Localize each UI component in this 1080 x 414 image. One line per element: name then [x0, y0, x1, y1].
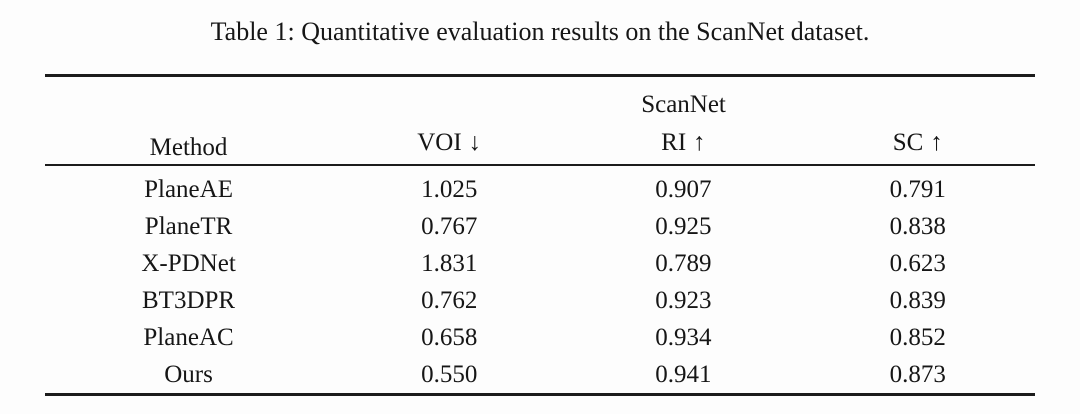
value-cell: 0.923 [655, 286, 712, 314]
value-cell: 0.838 [889, 212, 946, 240]
value-cell: 0.762 [421, 286, 478, 314]
method-cell: Ours [164, 360, 213, 388]
value-cell: 0.925 [655, 212, 712, 240]
value-cell: 0.852 [889, 323, 946, 351]
value-cell: 0.873 [889, 360, 946, 388]
value-cell: 0.934 [655, 323, 712, 351]
method-cell: PlaneAE [144, 175, 233, 203]
table-row: PlaneAC 0.658 0.934 0.852 [45, 319, 1035, 356]
up-arrow-icon: ↑ [930, 128, 943, 156]
method-cell: PlaneAC [143, 323, 234, 351]
table-row: BT3DPR 0.762 0.923 0.839 [45, 282, 1035, 319]
table-row: PlaneAE 1.025 0.907 0.791 [45, 165, 1035, 208]
table-caption: Table 1: Quantitative evaluation results… [210, 17, 870, 46]
up-arrow-icon: ↑ [693, 128, 706, 156]
value-cell: 0.907 [655, 175, 712, 203]
table-row: X-PDNet 1.831 0.789 0.623 [45, 245, 1035, 282]
method-cell: BT3DPR [142, 286, 236, 314]
column-label-ri: RI [661, 128, 687, 156]
value-cell: 0.658 [421, 323, 478, 351]
method-cell: PlaneTR [144, 212, 233, 240]
column-label-sc: SC [892, 128, 924, 156]
value-cell: 0.767 [421, 212, 478, 240]
method-cell: X-PDNet [141, 249, 236, 277]
value-cell: 0.941 [655, 360, 712, 388]
method-column-header: Method [45, 75, 333, 167]
value-cell: 1.831 [421, 249, 478, 277]
results-table: Method ScanNet VOI ↓ RI ↑ SC ↑ PlaneAE 1.025… [45, 74, 1035, 397]
header-group-row: Method ScanNet [45, 75, 1035, 167]
value-cell: 0.839 [889, 286, 946, 314]
column-header-voi: VOI ↓ [332, 121, 567, 167]
header-metric-row: VOI ↓ RI ↑ SC ↑ [45, 121, 1035, 167]
table-body: PlaneAE 1.025 0.907 0.791 PlaneTR 0.767 0.925 0… [45, 165, 1035, 395]
table-header: Method ScanNet VOI ↓ RI ↑ SC ↑ [45, 75, 1035, 167]
value-cell: 0.791 [889, 175, 946, 203]
value-cell: 0.550 [421, 360, 478, 388]
column-header-ri: RI ↑ [566, 121, 801, 167]
value-cell: 1.025 [421, 175, 478, 203]
column-header-sc: SC ↑ [800, 121, 1035, 167]
value-cell: 0.789 [655, 249, 712, 277]
value-cell: 0.623 [889, 249, 946, 277]
dataset-group-header: ScanNet [641, 91, 726, 119]
down-arrow-icon: ↓ [468, 128, 482, 156]
table-row: Ours 0.550 0.941 0.873 [45, 356, 1035, 395]
column-label-voi: VOI [417, 128, 462, 156]
table-row: PlaneTR 0.767 0.925 0.838 [45, 208, 1035, 245]
